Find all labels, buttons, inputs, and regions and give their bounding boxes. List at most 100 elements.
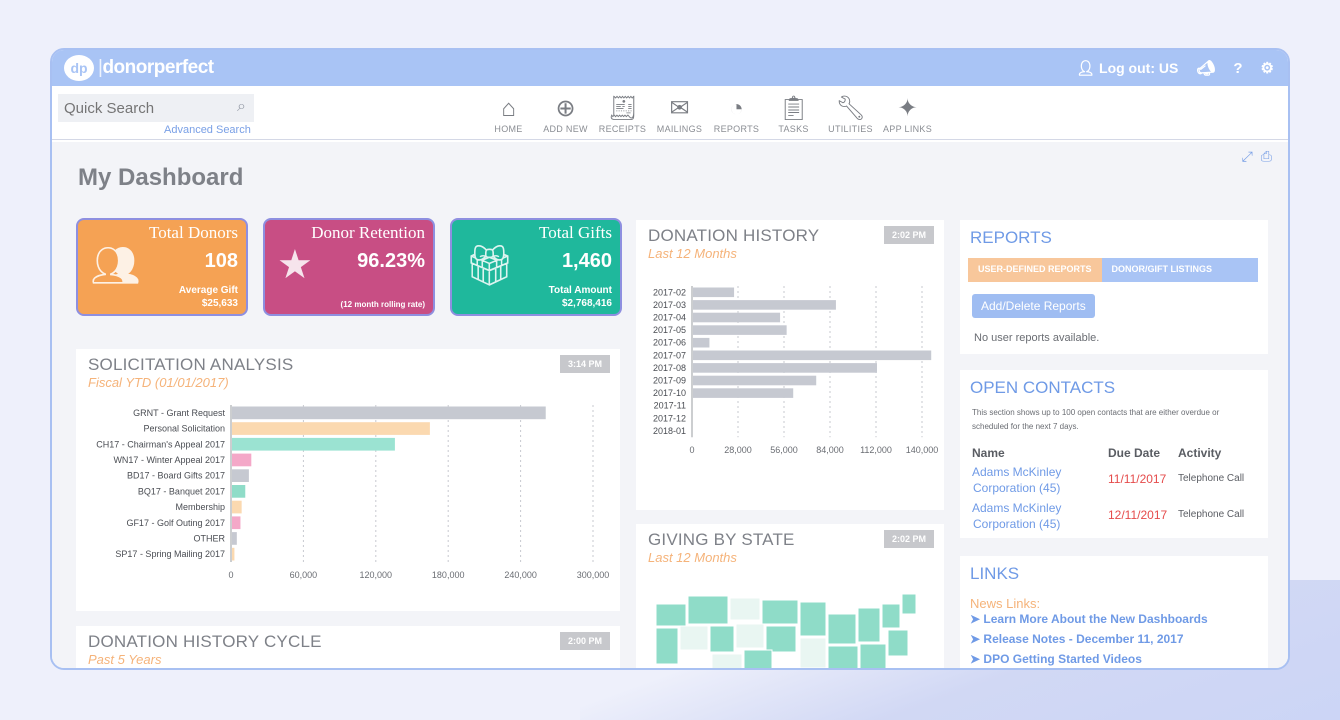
map-state	[901, 594, 917, 615]
bar[interactable]	[232, 469, 249, 482]
bar[interactable]	[693, 325, 787, 335]
bar[interactable]	[232, 437, 395, 451]
panel-title: OPEN CONTACTS	[970, 378, 1116, 397]
nav-add-new[interactable]: ⊕ ADD NEW	[543, 95, 588, 134]
bar[interactable]	[232, 453, 252, 467]
category-label: 2017-02	[653, 287, 686, 297]
tick-label: 0	[689, 445, 694, 455]
contact-row[interactable]: Adams McKinley Corporation (45) 12/11/20…	[972, 500, 1262, 534]
logout-button[interactable]: 👤︎ Log out: US	[1076, 60, 1179, 77]
bar[interactable]	[232, 547, 235, 561]
bar[interactable]	[232, 485, 246, 498]
bar[interactable]	[232, 500, 242, 514]
map-state	[857, 607, 881, 643]
link-release-notes[interactable]: ➤ Release Notes - December 11, 2017	[970, 632, 1184, 646]
logo-word-perfect: perfect	[153, 57, 214, 78]
main-nav: ⌂ HOME ⊕ ADD NEW 🧾︎ RECEIPTS ✉ MAILINGS ◔ REP…	[480, 94, 936, 134]
category-label: 2017-07	[653, 350, 686, 360]
contact-due-date: 12/11/2017	[1108, 508, 1168, 522]
tab-donor-gift-listings[interactable]: DONOR/GIFT LISTINGS	[1111, 264, 1213, 274]
tick-label: 300,000	[577, 570, 610, 580]
map-state	[729, 597, 761, 621]
bar[interactable]	[693, 312, 781, 323]
tab-user-defined-reports[interactable]: USER-DEFINED REPORTS	[968, 258, 1102, 282]
search-input[interactable]	[64, 99, 224, 117]
panel-subtitle: Last 12 Months	[648, 246, 737, 261]
nav-app-links[interactable]: ✦ APP LINKS	[882, 95, 933, 134]
link-dashboards[interactable]: ➤ Learn More About the New Dashboards	[970, 612, 1208, 626]
col-due-date: Due Date	[1108, 446, 1161, 460]
nav-utilities[interactable]: 🔧︎ UTILITIES	[828, 95, 873, 134]
kpi-donor-retention[interactable]: ★ Donor Retention 96.23% (12 month rolli…	[263, 218, 435, 316]
kpi-sub-value: $2,768,416	[561, 298, 612, 309]
contact-name[interactable]: Adams McKinley Corporation (45)	[972, 465, 1062, 495]
arrow-circle-icon: ➤	[970, 632, 981, 646]
gear-icon[interactable]: ⚙	[1260, 60, 1274, 77]
user-icon: 👤︎	[1076, 60, 1096, 77]
home-icon: ⌂	[501, 95, 516, 122]
kpi-value: 108	[204, 250, 238, 272]
map-state	[827, 645, 859, 668]
reports-tabs: USER-DEFINED REPORTS DONOR/GIFT LISTINGS	[968, 258, 1258, 282]
panel-time: 2:02 PM	[883, 226, 934, 244]
kpi-total-gifts[interactable]: 🎁︎ Total Gifts 1,460 Total Amount $2,768…	[450, 218, 622, 316]
puzzle-icon: ✦	[897, 95, 918, 122]
panel-title: DONATION HISTORY CYCLE	[88, 632, 322, 651]
category-label: 2017-05	[653, 325, 686, 335]
wrench-icon: 🔧︎	[835, 95, 866, 122]
advanced-search-link[interactable]: Advanced Search	[164, 124, 251, 136]
bar[interactable]	[693, 375, 817, 386]
contact-row[interactable]: Adams McKinley Corporation (45) 11/11/20…	[972, 464, 1262, 498]
map-state	[799, 601, 827, 637]
contact-name[interactable]: Adams McKinley Corporation (45)	[972, 501, 1062, 531]
help-icon[interactable]: ?	[1233, 59, 1243, 77]
tick-label: 112,000	[860, 445, 892, 455]
bar[interactable]	[693, 337, 710, 348]
kpi-total-donors[interactable]: 👥︎ Total Donors 108 Average Gift $25,633	[76, 218, 248, 316]
add-icon: ⊕	[555, 95, 576, 122]
arrow-circle-icon: ➤	[970, 612, 981, 626]
map-state	[881, 603, 901, 629]
panel-title: DONATION HISTORY	[648, 226, 820, 245]
nav-mailings[interactable]: ✉ MAILINGS	[656, 95, 703, 134]
contact-activity: Telephone Call	[1178, 509, 1245, 520]
panel-time: 2:00 PM	[559, 632, 610, 650]
users-icon: 👥︎	[90, 244, 141, 288]
pie-chart-icon: ◔	[729, 95, 744, 122]
bar[interactable]	[232, 406, 546, 420]
category-label: 2017-08	[653, 363, 686, 373]
bar[interactable]	[232, 532, 237, 545]
logo[interactable]: dp |donorperfect	[64, 55, 214, 81]
bar[interactable]	[693, 350, 932, 361]
mail-icon: ✉	[669, 95, 690, 122]
add-delete-reports-button[interactable]: Add/Delete Reports	[972, 294, 1095, 318]
bar[interactable]	[232, 516, 241, 530]
logo-badge: dp	[64, 55, 94, 81]
category-label: 2017-12	[653, 413, 686, 423]
print-icon[interactable]: ⎙	[1260, 148, 1272, 164]
nav-home[interactable]: ⌂ HOME	[494, 95, 523, 134]
nav-reports[interactable]: ◔ REPORTS	[713, 95, 760, 134]
contact-due-date: 11/11/2017	[1108, 472, 1167, 486]
map-state	[827, 613, 857, 645]
tick-label: 0	[228, 570, 233, 580]
bar[interactable]	[693, 287, 735, 298]
link-getting-started[interactable]: ➤ DPO Getting Started Videos	[970, 652, 1142, 666]
bar[interactable]	[232, 422, 430, 435]
bar[interactable]	[693, 300, 836, 310]
bar[interactable]	[693, 363, 877, 373]
map-state	[743, 649, 773, 668]
nav-tasks[interactable]: 📋︎ TASKS	[778, 95, 809, 134]
donation-history-panel: DONATION HISTORY Last 12 Months 2:02 PM …	[636, 220, 944, 510]
megaphone-icon[interactable]: 📣︎	[1196, 60, 1216, 77]
gift-icon: 🎁︎	[464, 244, 515, 288]
bar[interactable]	[693, 388, 794, 398]
tick-label: 180,000	[432, 570, 465, 580]
expand-icon[interactable]: ⤢	[1241, 148, 1253, 164]
panel-time: 3:14 PM	[559, 355, 610, 373]
map-state	[679, 625, 709, 651]
category-label: 2017-10	[653, 388, 686, 398]
nav-receipts[interactable]: 🧾︎ RECEIPTS	[598, 95, 647, 134]
page-tools: ⤢ ⎙	[1242, 148, 1272, 165]
search-icon[interactable]: ⌕	[237, 98, 246, 115]
